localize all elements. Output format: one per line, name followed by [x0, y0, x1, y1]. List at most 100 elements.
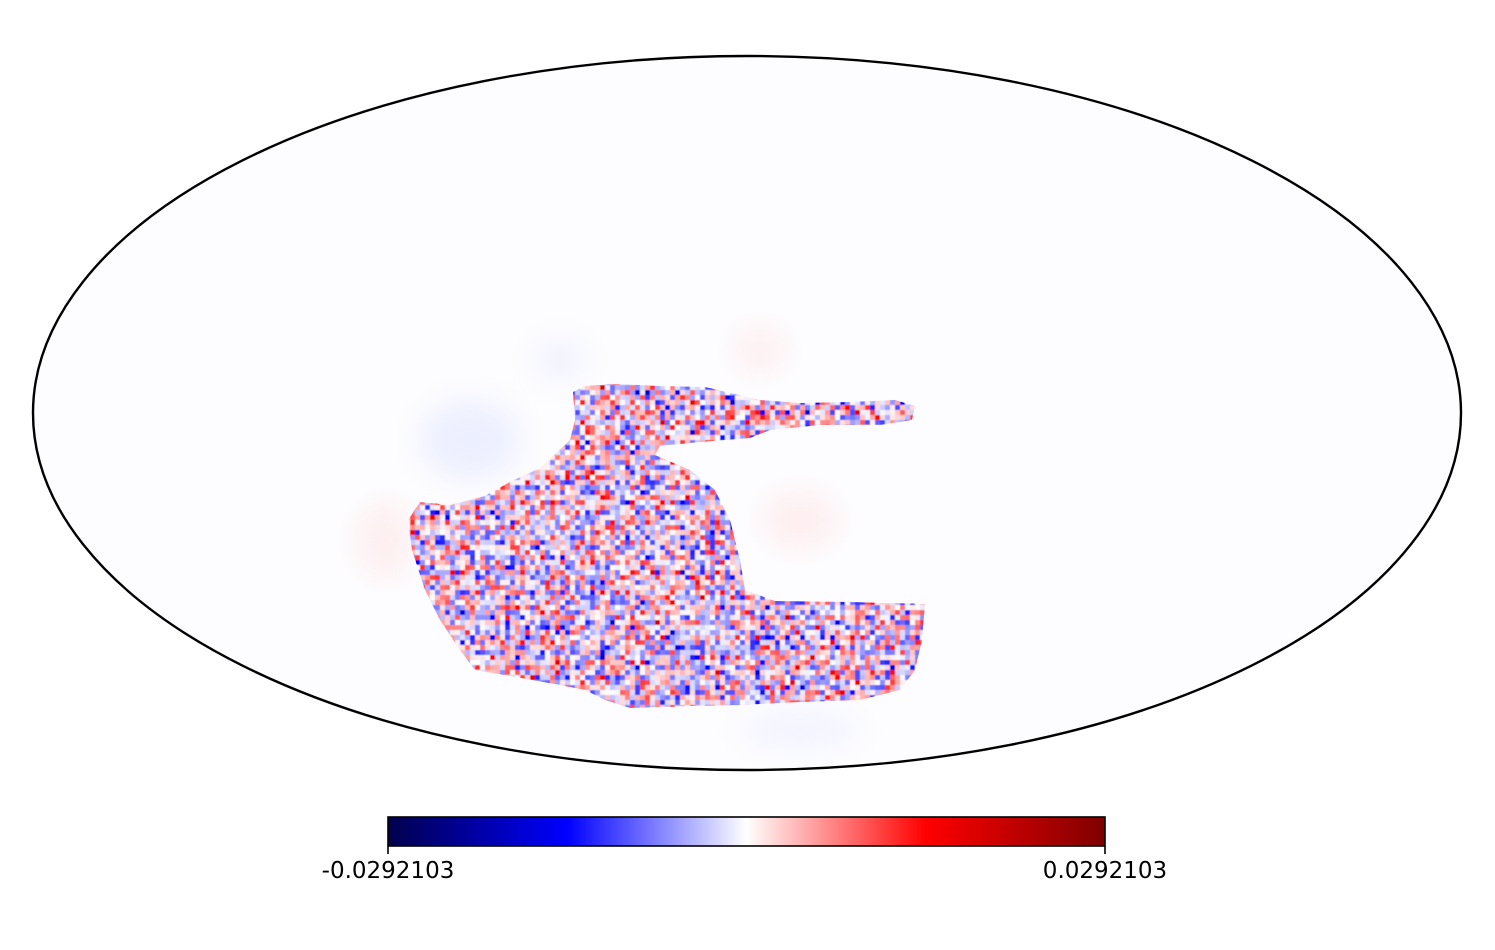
noise-pixel [645, 530, 651, 536]
noise-pixel [885, 415, 891, 421]
noise-pixel [570, 435, 576, 441]
noise-pixel [460, 580, 466, 586]
noise-pixel [650, 565, 656, 571]
noise-pixel [580, 470, 586, 476]
noise-pixel [525, 565, 531, 571]
noise-pixel [440, 610, 446, 616]
noise-pixel [860, 605, 866, 611]
noise-pixel [605, 485, 611, 491]
noise-pixel [700, 550, 706, 556]
noise-pixel [695, 555, 701, 561]
noise-pixel [760, 420, 766, 426]
noise-pixel [715, 585, 721, 591]
noise-pixel [500, 585, 506, 591]
noise-pixel [740, 415, 746, 421]
noise-pixel [860, 600, 866, 606]
noise-pixel [590, 400, 596, 406]
noise-pixel [480, 570, 486, 576]
noise-pixel [445, 545, 451, 551]
noise-pixel [585, 525, 591, 531]
noise-pixel [590, 385, 596, 391]
noise-pixel [645, 480, 651, 486]
noise-pixel [605, 550, 611, 556]
noise-pixel [640, 390, 646, 396]
noise-pixel [420, 535, 426, 541]
noise-pixel [685, 555, 691, 561]
noise-pixel [640, 535, 646, 541]
noise-pixel [585, 610, 591, 616]
noise-pixel [630, 465, 636, 471]
noise-pixel [690, 470, 696, 476]
noise-pixel [490, 495, 496, 501]
noise-pixel [730, 575, 736, 581]
noise-pixel [710, 530, 716, 536]
noise-pixel [680, 505, 686, 511]
noise-pixel [820, 410, 826, 416]
noise-pixel [530, 595, 536, 601]
noise-pixel [570, 585, 576, 591]
noise-pixel [565, 465, 571, 471]
noise-pixel [650, 520, 656, 526]
noise-pixel [530, 555, 536, 561]
noise-pixel [630, 565, 636, 571]
noise-pixel [670, 410, 676, 416]
noise-pixel [525, 525, 531, 531]
noise-pixel [560, 550, 566, 556]
noise-pixel [640, 545, 646, 551]
noise-pixel [595, 545, 601, 551]
noise-pixel [695, 565, 701, 571]
noise-pixel [580, 520, 586, 526]
noise-pixel [560, 490, 566, 496]
noise-pixel [570, 470, 576, 476]
noise-pixel [520, 535, 526, 541]
noise-pixel [430, 535, 436, 541]
noise-pixel [685, 550, 691, 556]
noise-pixel [670, 465, 676, 471]
noise-pixel [750, 595, 756, 601]
noise-pixel [660, 475, 666, 481]
noise-pixel [565, 550, 571, 556]
noise-pixel [530, 530, 536, 536]
noise-pixel [675, 405, 681, 411]
noise-pixel [675, 585, 681, 591]
noise-pixel [605, 555, 611, 561]
noise-pixel [670, 390, 676, 396]
noise-pixel [695, 420, 701, 426]
noise-pixel [440, 525, 446, 531]
noise-pixel [490, 605, 496, 611]
noise-pixel [640, 595, 646, 601]
noise-pixel [535, 600, 541, 606]
noise-pixel [490, 560, 496, 566]
noise-pixel [615, 585, 621, 591]
noise-pixel [850, 415, 856, 421]
noise-pixel [700, 530, 706, 536]
noise-pixel [685, 495, 691, 501]
noise-pixel [650, 440, 656, 446]
noise-pixel [505, 520, 511, 526]
noise-pixel [500, 530, 506, 536]
noise-pixel [545, 600, 551, 606]
noise-pixel [530, 490, 536, 496]
noise-pixel [855, 410, 861, 416]
noise-pixel [690, 555, 696, 561]
noise-pixel [710, 550, 716, 556]
noise-pixel [490, 565, 496, 571]
noise-pixel [485, 585, 491, 591]
noise-pixel [495, 595, 501, 601]
noise-pixel [555, 610, 561, 616]
noise-pixel [565, 530, 571, 536]
noise-pixel [625, 540, 631, 546]
noise-pixel [425, 550, 431, 556]
noise-pixel [700, 415, 706, 421]
noise-pixel [585, 535, 591, 541]
noise-pixel [615, 505, 621, 511]
noise-pixel [535, 525, 541, 531]
noise-pixel [580, 590, 586, 596]
noise-pixel [625, 420, 631, 426]
noise-pixel [665, 485, 671, 491]
noise-pixel [580, 490, 586, 496]
noise-pixel [640, 435, 646, 441]
noise-pixel [810, 600, 816, 606]
noise-pixel [565, 460, 571, 466]
noise-pixel [645, 450, 651, 456]
